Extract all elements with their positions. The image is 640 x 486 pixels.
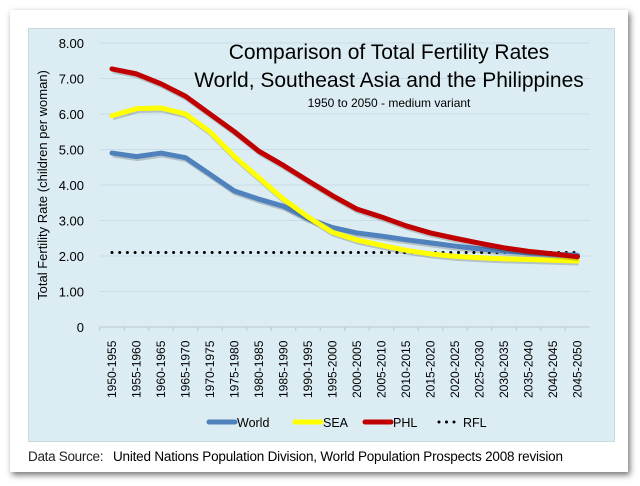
y-tick-label: 3.00 (59, 214, 84, 229)
chart-subtitle: 1950 to 2050 - medium variant (308, 96, 471, 110)
chart-title-line2: World, Southeast Asia and the Philippine… (194, 69, 584, 92)
series-line-world (109, 150, 580, 258)
x-tick-label: 2010-2015 (399, 340, 413, 398)
x-axis-ticks: 1950-1955 1955-1960 1960-1965 1965-1970 1970… (105, 340, 585, 398)
series-line-phl (109, 66, 580, 260)
legend-label-rfl: RFL (463, 416, 487, 430)
y-axis-label: Total Fertility Rate (children per woman… (35, 70, 50, 300)
series-line-sea (109, 105, 580, 264)
series-lines (109, 66, 580, 266)
x-tick-label: 2000-2005 (350, 340, 364, 398)
legend-label-phl: PHL (393, 416, 417, 430)
x-tick-label: 2020-2025 (448, 340, 462, 398)
y-tick-label: 5.00 (59, 143, 84, 158)
series-shadow-sea (112, 107, 579, 266)
x-tick-label: 1955-1960 (130, 340, 144, 398)
y-tick-label: 4.00 (59, 178, 84, 193)
x-tick-label: 1950-1955 (105, 340, 119, 398)
x-tick-label: 1995-2000 (326, 340, 340, 398)
x-tick-label: 1960-1965 (154, 340, 168, 398)
x-tick-label: 2040-2045 (546, 340, 560, 398)
x-tick-label: 1970-1975 (203, 340, 217, 398)
x-tick-label: 1975-1980 (228, 340, 242, 398)
legend-label-sea: SEA (323, 416, 349, 430)
y-tick-label: 0 (77, 320, 84, 335)
x-tick-label: 1990-1995 (301, 340, 315, 398)
chart-background (28, 28, 615, 442)
x-tick-label: 2045-2050 (571, 340, 585, 398)
y-tick-label: 7.00 (59, 72, 84, 87)
x-tick-label: 1965-1970 (179, 340, 193, 398)
y-tick-label: 1.00 (59, 285, 84, 300)
data-source: Data Source: United Nations Population D… (28, 449, 628, 464)
x-tick-label: 2035-2040 (522, 340, 536, 398)
y-tick-label: 8.00 (59, 36, 84, 51)
x-tick-label: 1985-1990 (277, 340, 291, 398)
x-tick-label: 2025-2030 (473, 340, 487, 398)
x-tick-label: 2005-2010 (375, 340, 389, 398)
y-tick-label: 2.00 (59, 249, 84, 264)
legend-label-world: World (237, 416, 269, 430)
y-axis-ticks: 0 1.00 2.00 3.00 4.00 5.00 6.00 7.00 8.00 (59, 36, 84, 335)
x-tick-label: 2030-2035 (497, 340, 511, 398)
y-tick-label: 6.00 (59, 107, 84, 122)
data-source-text: United Nations Population Division, Worl… (112, 449, 563, 464)
x-tick-label: 2015-2020 (424, 340, 438, 398)
x-tick-label: 1980-1985 (252, 340, 266, 398)
chart-title: Comparison of Total Fertility Rates (229, 41, 550, 64)
legend: World SEA PHL RFL (206, 416, 487, 430)
data-source-label: Data Source: (28, 449, 104, 464)
